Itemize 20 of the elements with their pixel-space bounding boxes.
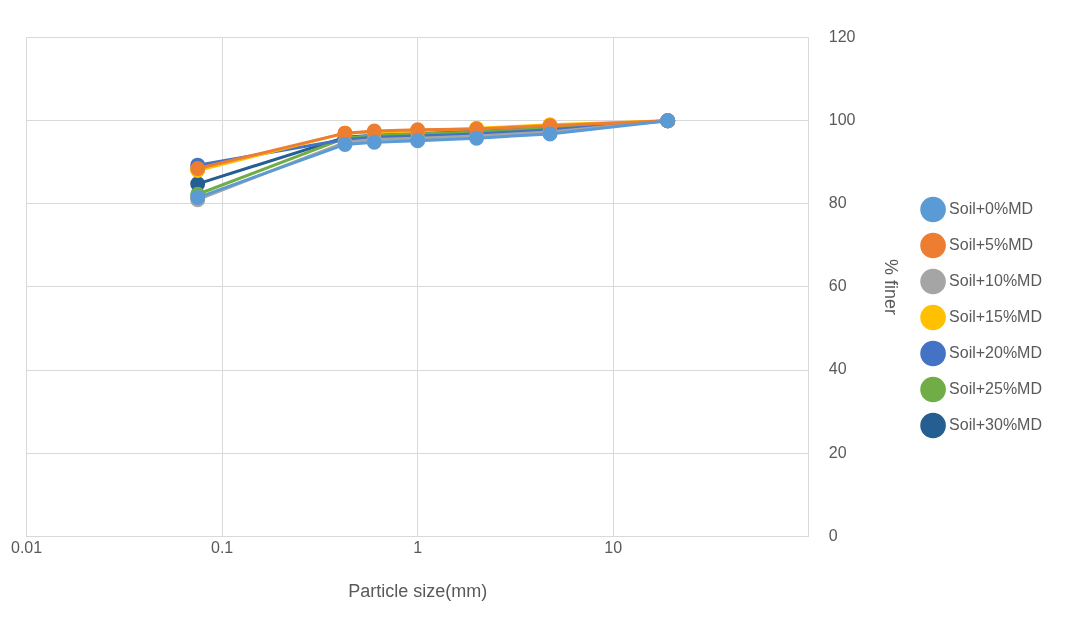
x-tick-label: 0.1 [211,539,234,557]
legend-label: Soil+30%MD [949,415,1043,433]
legend-label: Soil+15%MD [949,307,1043,325]
x-tick-label: 10 [604,539,623,557]
y-tick-label: 40 [828,360,847,378]
x-tick-label: 1 [413,539,423,557]
legend-label: Soil+20%MD [949,343,1043,361]
y-tick-label: 60 [828,277,847,295]
y-axis-title: % finer [881,258,902,315]
y-tick-label: 120 [828,28,856,46]
legend-label: Soil+0%MD [949,199,1034,217]
legend-label: Soil+25%MD [949,379,1043,397]
legend-label: Soil+5%MD [949,235,1034,253]
y-tick-label: 20 [828,443,847,461]
y-tick-label: 0 [828,526,838,544]
y-tick-label: 100 [828,111,856,129]
legend-label: Soil+10%MD [949,271,1043,289]
y-tick-label: 80 [828,194,847,212]
x-axis-title: Particle size(mm) [348,581,488,602]
x-tick-label: 0.01 [11,539,43,557]
